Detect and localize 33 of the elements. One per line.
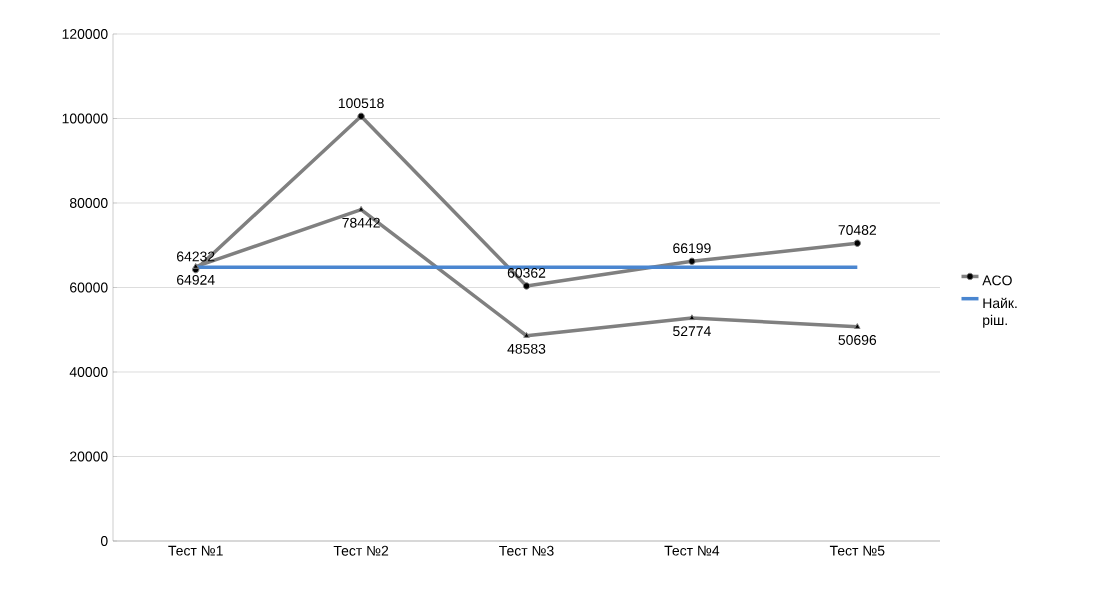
point (853, 239, 861, 247)
point (522, 282, 531, 290)
point (854, 323, 861, 329)
data-label: 78442 (342, 217, 380, 228)
point (357, 112, 365, 120)
data-label: 64232 (177, 251, 215, 262)
data-label: 64924 (177, 274, 215, 285)
y-tick-label: 0 (100, 536, 108, 546)
y-tick-label: 40000 (69, 367, 108, 377)
data-label: 52774 (673, 326, 711, 337)
data-label: 70482 (838, 225, 876, 236)
x-tick-label: Тест №4 (664, 545, 720, 556)
data-label: 50696 (838, 334, 877, 345)
data-label: 66199 (673, 243, 711, 254)
y-tick-label: 100000 (62, 113, 108, 124)
point (357, 205, 365, 212)
x-tick-label: Тест №1 (168, 545, 223, 556)
y-tick-label: 120000 (62, 29, 108, 39)
legend-label: ACO (982, 275, 1012, 286)
point (688, 314, 696, 321)
data-label: 48583 (507, 343, 546, 354)
y-tick-label: 60000 (70, 282, 108, 293)
data-label: 60362 (507, 267, 546, 278)
point (192, 263, 199, 269)
x-tick-label: Тест №3 (499, 545, 554, 556)
x-tick-label: Тест №5 (829, 545, 885, 556)
y-tick-label: 80000 (69, 198, 108, 208)
x-tick-label: Тест №2 (333, 545, 389, 556)
point (688, 257, 696, 265)
y-tick-label: 20000 (70, 451, 108, 462)
data-label: 100518 (338, 98, 384, 109)
point (523, 332, 530, 338)
legend-label: Найк. ріш. (983, 297, 1017, 328)
